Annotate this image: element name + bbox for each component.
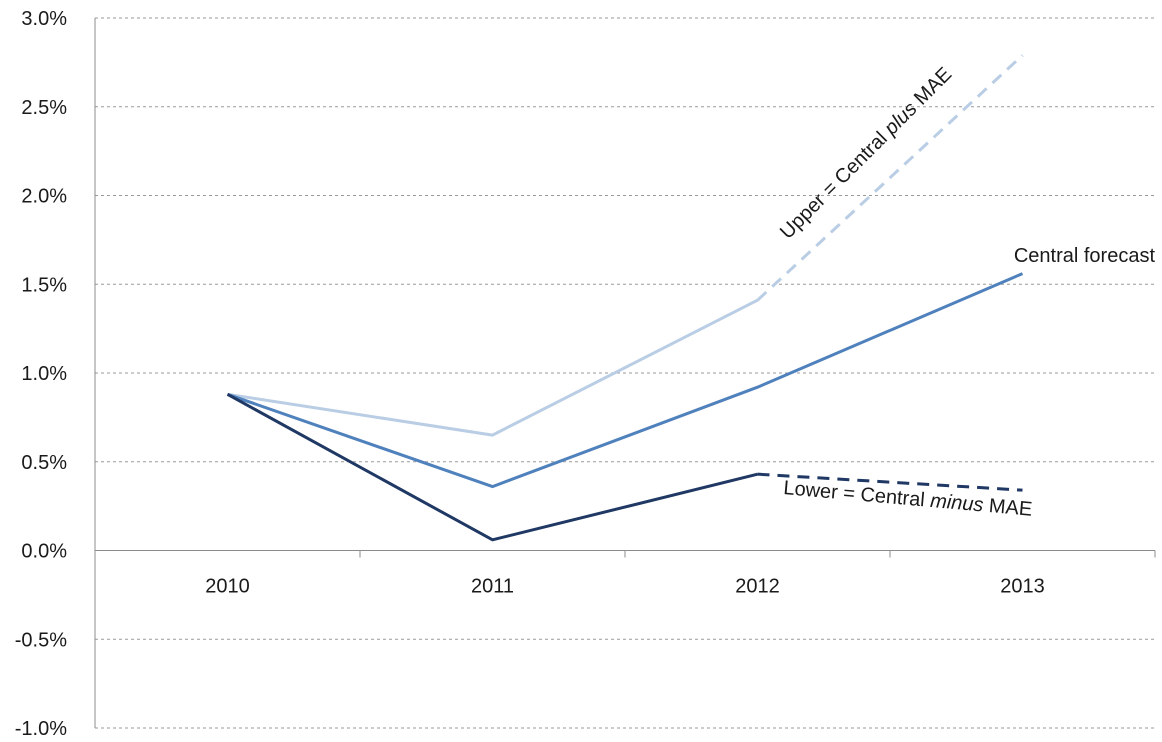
- x-tick-label: 2013: [1000, 576, 1045, 598]
- annotation-upper: Upper = Central plus MAE: [776, 63, 956, 243]
- y-tick-label: 1.5%: [21, 274, 67, 296]
- annotation-central: Central forecast: [1014, 245, 1156, 267]
- y-tick-label: 1.0%: [21, 363, 67, 385]
- y-tick-label: 3.0%: [21, 8, 67, 30]
- series-line-lower: [226, 392, 758, 542]
- series-lines: [226, 54, 1024, 542]
- series-line-upper: [227, 298, 759, 437]
- x-tick-label: 2012: [735, 576, 780, 598]
- axes: [94, 18, 1156, 728]
- y-tick-label: 2.0%: [21, 186, 67, 208]
- y-tick-label: 2.5%: [21, 97, 67, 119]
- series-line-lower-dashed: [757, 472, 1023, 492]
- y-tick-label: -1.0%: [15, 718, 67, 740]
- gridlines: [95, 17, 1155, 729]
- series-line-upper-dashed: [756, 54, 1024, 302]
- y-tick-label: 0.0%: [21, 541, 67, 563]
- x-tick-label: 2010: [205, 576, 250, 598]
- x-tick-label: 2011: [471, 576, 514, 598]
- y-axis-ticks: -1.0% -0.5% 0.0% 0.5% 1.0% 1.5% 2.0% 2.5% 3.0%: [15, 8, 67, 740]
- series-line-central: [227, 272, 1024, 489]
- y-tick-label: -0.5%: [15, 629, 67, 651]
- x-axis-ticks: 2010 2011 2012 2013: [205, 576, 1045, 598]
- y-tick-label: 0.5%: [21, 452, 67, 474]
